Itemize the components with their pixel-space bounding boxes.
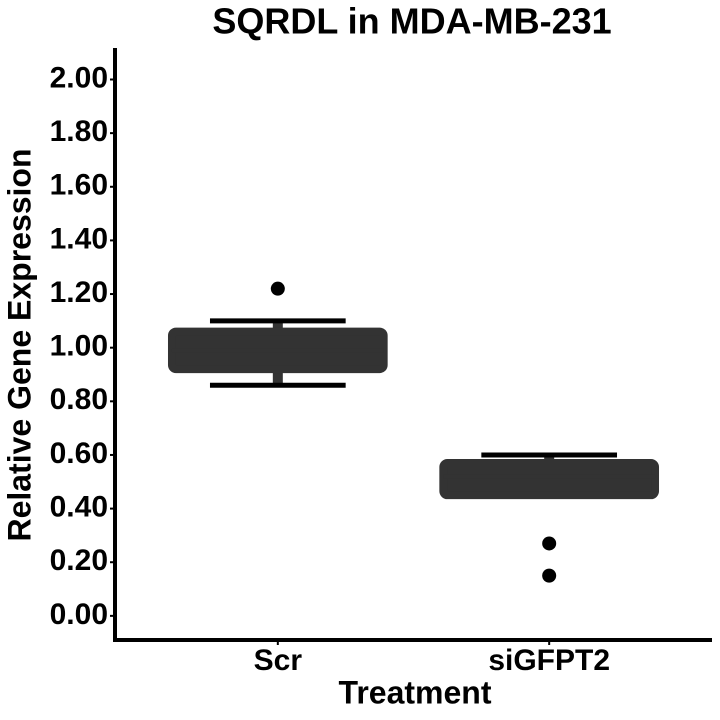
y-tick-label: 0.20: [50, 544, 108, 577]
y-tick-label: 2.00: [50, 61, 108, 94]
chart-title: SQRDL in MDA-MB-231: [212, 1, 611, 42]
y-tick-label: 1.20: [50, 276, 108, 309]
y-tick-label: 1.00: [50, 330, 108, 363]
y-tick-label: 0.60: [50, 437, 108, 470]
x-axis-title: Treatment: [339, 674, 492, 710]
y-tick-label: 0.80: [50, 383, 108, 416]
outlier: [542, 536, 557, 551]
y-tick-label: 1.80: [50, 115, 108, 148]
x-tick-label: Scr: [254, 644, 303, 677]
y-axis-title: Relative Gene Expression: [1, 148, 37, 541]
y-tick-label: 0.40: [50, 491, 108, 524]
box: [439, 459, 660, 500]
x-tick-label: siGFPT2: [488, 644, 610, 677]
y-tick-label: 1.40: [50, 222, 108, 255]
y-tick-label: 1.60: [50, 169, 108, 202]
outlier: [270, 281, 285, 296]
y-tick-label: 0.00: [50, 598, 108, 631]
outlier: [542, 568, 557, 583]
